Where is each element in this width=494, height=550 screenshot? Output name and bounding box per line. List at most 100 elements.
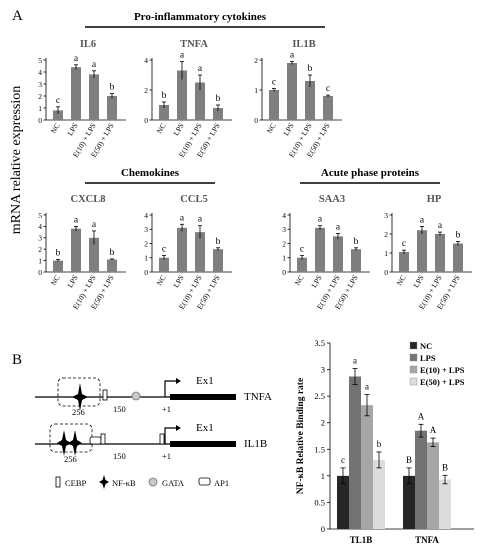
significance-letter: c	[402, 239, 406, 249]
bar	[213, 108, 223, 120]
significance-letter: a	[336, 223, 341, 233]
binding-site-legend: CEBP NF-κB GATA AP1	[55, 475, 229, 489]
significance-letter: a	[92, 60, 97, 70]
il1b-exon-box	[170, 441, 236, 447]
chart-title: IL6	[80, 39, 96, 50]
il1b-pos-256: 256	[64, 454, 77, 464]
il1b-gene-label: IL1B	[244, 438, 267, 450]
legend-swatch	[409, 353, 418, 362]
tnfa-gene-label: TNFA	[244, 391, 272, 403]
tnfa-gata-circle-icon	[131, 391, 141, 401]
il1b-promoter-diagram: Ex1 IL1B 256 150 +1	[35, 422, 267, 464]
il1b-pos-tss: +1	[162, 451, 171, 461]
y-tick-label: 3	[282, 225, 286, 234]
legend-label: E(50) + LPS	[420, 377, 465, 387]
chart-title: TNFA	[180, 39, 208, 50]
y-tick-label: 1	[321, 471, 325, 481]
bar	[403, 475, 415, 529]
bar	[315, 227, 325, 272]
y-tick-label: 1	[254, 86, 258, 95]
legend-swatch	[409, 365, 418, 374]
bar	[349, 376, 361, 529]
significance-letter: a	[180, 51, 185, 61]
bar	[53, 110, 63, 120]
y-tick-label: 2	[144, 239, 148, 248]
y-tick-label: 0	[38, 268, 42, 277]
significance-letter: a	[365, 382, 369, 392]
y-tick-label: 3	[321, 365, 325, 375]
significance-letter: b	[216, 94, 221, 104]
y-tick-label: 2	[384, 230, 388, 239]
tnfa-cebp-rect-icon	[102, 389, 108, 401]
ap1-rect-legend-icon	[198, 477, 211, 486]
il1b-nfkb-region-box	[49, 423, 93, 453]
chart-title: HP	[427, 194, 442, 205]
bar	[71, 228, 81, 272]
significance-letter: a	[438, 221, 443, 231]
y-tick-label: 2	[321, 418, 325, 428]
significance-letter: c	[272, 78, 276, 88]
y-tick-label: 1	[38, 256, 42, 265]
group-title-acute-phase: Acute phase proteins	[321, 167, 420, 179]
il1b-nfkb-star-icon	[57, 430, 71, 456]
x-tick-label: TNFA	[415, 535, 439, 545]
y-tick-label: 0	[144, 116, 148, 125]
y-tick-label: 0	[282, 268, 286, 277]
il1b-cebp-rect-icon	[100, 433, 106, 445]
significance-letter: b	[110, 83, 115, 93]
legend-label: LPS	[420, 353, 436, 363]
y-tick-label: 5	[38, 56, 42, 65]
bar	[107, 96, 117, 120]
y-tick-label: 0	[384, 268, 388, 277]
y-tick-label: 4	[282, 211, 286, 220]
significance-letter: a	[290, 51, 295, 61]
significance-letter: c	[162, 245, 166, 255]
legend-ap1-label: AP1	[214, 478, 229, 488]
significance-letter: a	[420, 215, 425, 225]
significance-letter: a	[74, 215, 79, 225]
bar	[159, 257, 169, 272]
significance-letter: b	[308, 64, 313, 74]
significance-letter: A	[418, 411, 425, 421]
y-tick-label: 4	[38, 68, 42, 77]
chart-title: IL1B	[292, 39, 315, 50]
bar	[213, 249, 223, 272]
bar	[195, 82, 205, 120]
y-tick-label: 1	[282, 254, 286, 263]
y-tick-label: 3	[38, 80, 42, 89]
il1b-cebp-rect-icon-2	[159, 433, 165, 445]
chart-title: SAA3	[319, 194, 345, 205]
y-tick-label: 3	[384, 211, 388, 220]
significance-letter: b	[377, 439, 382, 449]
y-tick-label: 4	[144, 56, 148, 65]
y-tick-label: 2	[38, 92, 42, 101]
y-tick-label: 0	[321, 524, 325, 534]
significance-letter: b	[354, 237, 359, 247]
bar	[89, 237, 99, 272]
significance-letter: b	[216, 237, 221, 247]
significance-letter: a	[180, 213, 185, 223]
bar	[71, 67, 81, 120]
bar	[337, 475, 349, 529]
il1b-ap1-rect-icon	[89, 436, 102, 445]
bar	[333, 236, 343, 272]
tnfa-nfkb-region-box	[57, 377, 101, 407]
significance-letter: a	[353, 356, 357, 366]
legend-cebp-label: CEBP	[65, 478, 87, 488]
legend-label: E(10) + LPS	[420, 365, 465, 375]
y-tick-label: 3	[144, 225, 148, 234]
significance-letter: c	[326, 84, 330, 94]
tnfa-promoter-diagram: Ex1 TNFA 256 150 +1	[35, 375, 272, 417]
group-title-cytokines: Pro-inflammatory cytokines	[134, 11, 267, 23]
bar	[177, 70, 187, 120]
tnfa-tss-arrowhead-icon	[176, 378, 181, 384]
bar	[89, 74, 99, 120]
y-tick-label: 1	[384, 249, 388, 258]
chart-title: CCL5	[180, 194, 207, 205]
bar	[399, 252, 409, 272]
y-tick-label: 2	[38, 245, 42, 254]
significance-letter: a	[318, 215, 323, 225]
significance-letter: B	[442, 462, 448, 472]
nfkb-star-legend-icon	[99, 475, 109, 489]
